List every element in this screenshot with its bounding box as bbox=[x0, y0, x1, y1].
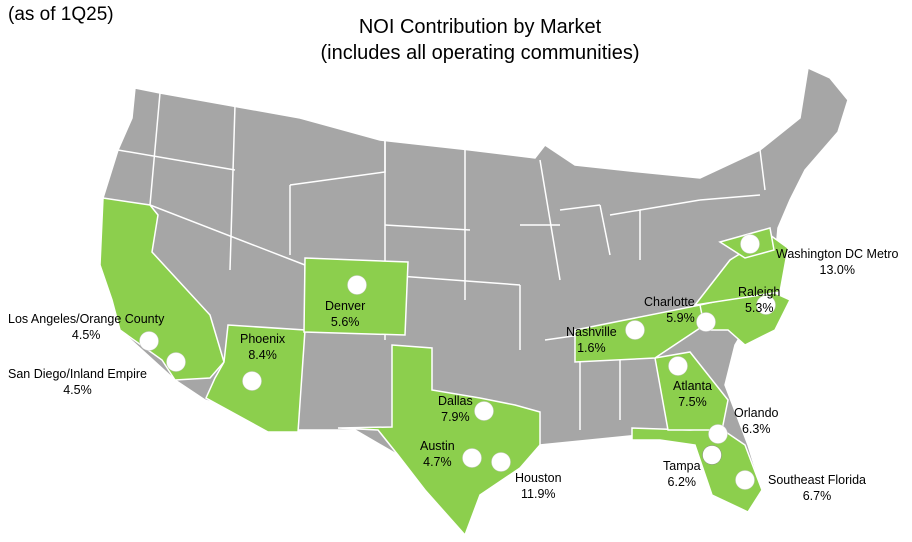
market-name: Nashville bbox=[566, 325, 617, 339]
market-name: Washington DC Metro bbox=[776, 247, 899, 261]
market-name: Charlotte bbox=[644, 295, 695, 309]
market-name: Tampa bbox=[663, 459, 701, 473]
market-name: Atlanta bbox=[673, 379, 712, 393]
marker-san-diego-inland-empire bbox=[166, 352, 186, 372]
marker-houston bbox=[491, 452, 511, 472]
market-pct: 7.5% bbox=[678, 395, 707, 409]
market-pct: 1.6% bbox=[577, 341, 606, 355]
state-california bbox=[99, 197, 225, 381]
label-orlando: Orlando 6.3% bbox=[734, 405, 778, 437]
market-pct: 11.9% bbox=[521, 487, 556, 501]
market-pct: 6.7% bbox=[802, 489, 832, 503]
label-tampa: Tampa 6.2% bbox=[663, 458, 701, 490]
state-colorado bbox=[303, 257, 409, 336]
map-subtitle: (includes all operating communities) bbox=[320, 42, 640, 64]
marker-tampa bbox=[702, 445, 722, 465]
marker-nashville bbox=[625, 320, 645, 340]
market-pct: 4.7% bbox=[423, 455, 452, 469]
state-texas bbox=[337, 344, 541, 537]
market-name: Phoenix bbox=[240, 332, 286, 346]
market-name: Denver bbox=[325, 299, 366, 313]
market-pct: 13.0% bbox=[819, 263, 855, 277]
market-pct: 5.3% bbox=[744, 301, 774, 315]
market-pct: 6.3% bbox=[741, 422, 771, 436]
label-houston: Houston 11.9% bbox=[515, 470, 562, 502]
market-pct: 6.2% bbox=[667, 475, 697, 489]
map-title: NOI Contribution by Market bbox=[358, 16, 602, 38]
market-name: Orlando bbox=[734, 406, 779, 420]
marker-los-angeles-orange-county bbox=[139, 331, 159, 351]
marker-austin bbox=[462, 448, 482, 468]
marker-washington-dc-metro bbox=[740, 234, 760, 254]
label-southeast-florida: Southeast Florida 6.7% bbox=[768, 472, 866, 504]
label-san-diego-inland-empire: San Diego/Inland Empire 4.5% bbox=[8, 366, 147, 398]
label-dallas: Dallas 7.9% bbox=[438, 393, 473, 425]
label-charlotte: Charlotte 5.9% bbox=[644, 294, 695, 326]
label-nashville: Nashville 1.6% bbox=[566, 324, 617, 356]
label-phoenix: Phoenix 8.4% bbox=[240, 331, 285, 363]
market-name: Raleigh bbox=[738, 285, 781, 299]
marker-denver bbox=[347, 275, 367, 295]
market-name: Los Angeles/Orange County bbox=[8, 312, 165, 326]
label-denver: Denver 5.6% bbox=[325, 298, 365, 330]
label-atlanta: Atlanta 7.5% bbox=[673, 378, 712, 410]
market-markers bbox=[139, 234, 776, 490]
market-pct: 4.5% bbox=[63, 383, 92, 397]
market-pct: 5.9% bbox=[666, 311, 695, 325]
marker-phoenix bbox=[242, 371, 262, 391]
as-of-date: (as of 1Q25) bbox=[8, 4, 114, 25]
marker-dallas bbox=[474, 401, 494, 421]
marker-atlanta bbox=[668, 356, 688, 376]
market-name: San Diego/Inland Empire bbox=[8, 367, 147, 381]
marker-raleigh bbox=[756, 295, 776, 315]
market-name: Southeast Florida bbox=[768, 473, 866, 487]
market-name: Austin bbox=[420, 439, 455, 453]
market-pct: 4.5% bbox=[71, 328, 101, 342]
label-los-angeles-orange-county: Los Angeles/Orange County 4.5% bbox=[8, 311, 164, 343]
market-pct: 5.6% bbox=[330, 315, 360, 329]
label-raleigh: Raleigh 5.3% bbox=[738, 284, 780, 316]
map-title-block: NOI Contribution by Market (includes all… bbox=[260, 14, 700, 66]
label-austin: Austin 4.7% bbox=[420, 438, 455, 470]
market-pct: 7.9% bbox=[441, 410, 470, 424]
state-tennessee bbox=[574, 304, 717, 363]
marker-orlando bbox=[708, 424, 728, 444]
market-name: Dallas bbox=[438, 394, 473, 408]
marker-southeast-florida bbox=[735, 470, 755, 490]
market-pct: 8.4% bbox=[248, 348, 277, 362]
label-washington-dc-metro: Washington DC Metro 13.0% bbox=[776, 246, 899, 278]
market-name: Houston bbox=[515, 471, 562, 485]
marker-charlotte bbox=[696, 312, 716, 332]
